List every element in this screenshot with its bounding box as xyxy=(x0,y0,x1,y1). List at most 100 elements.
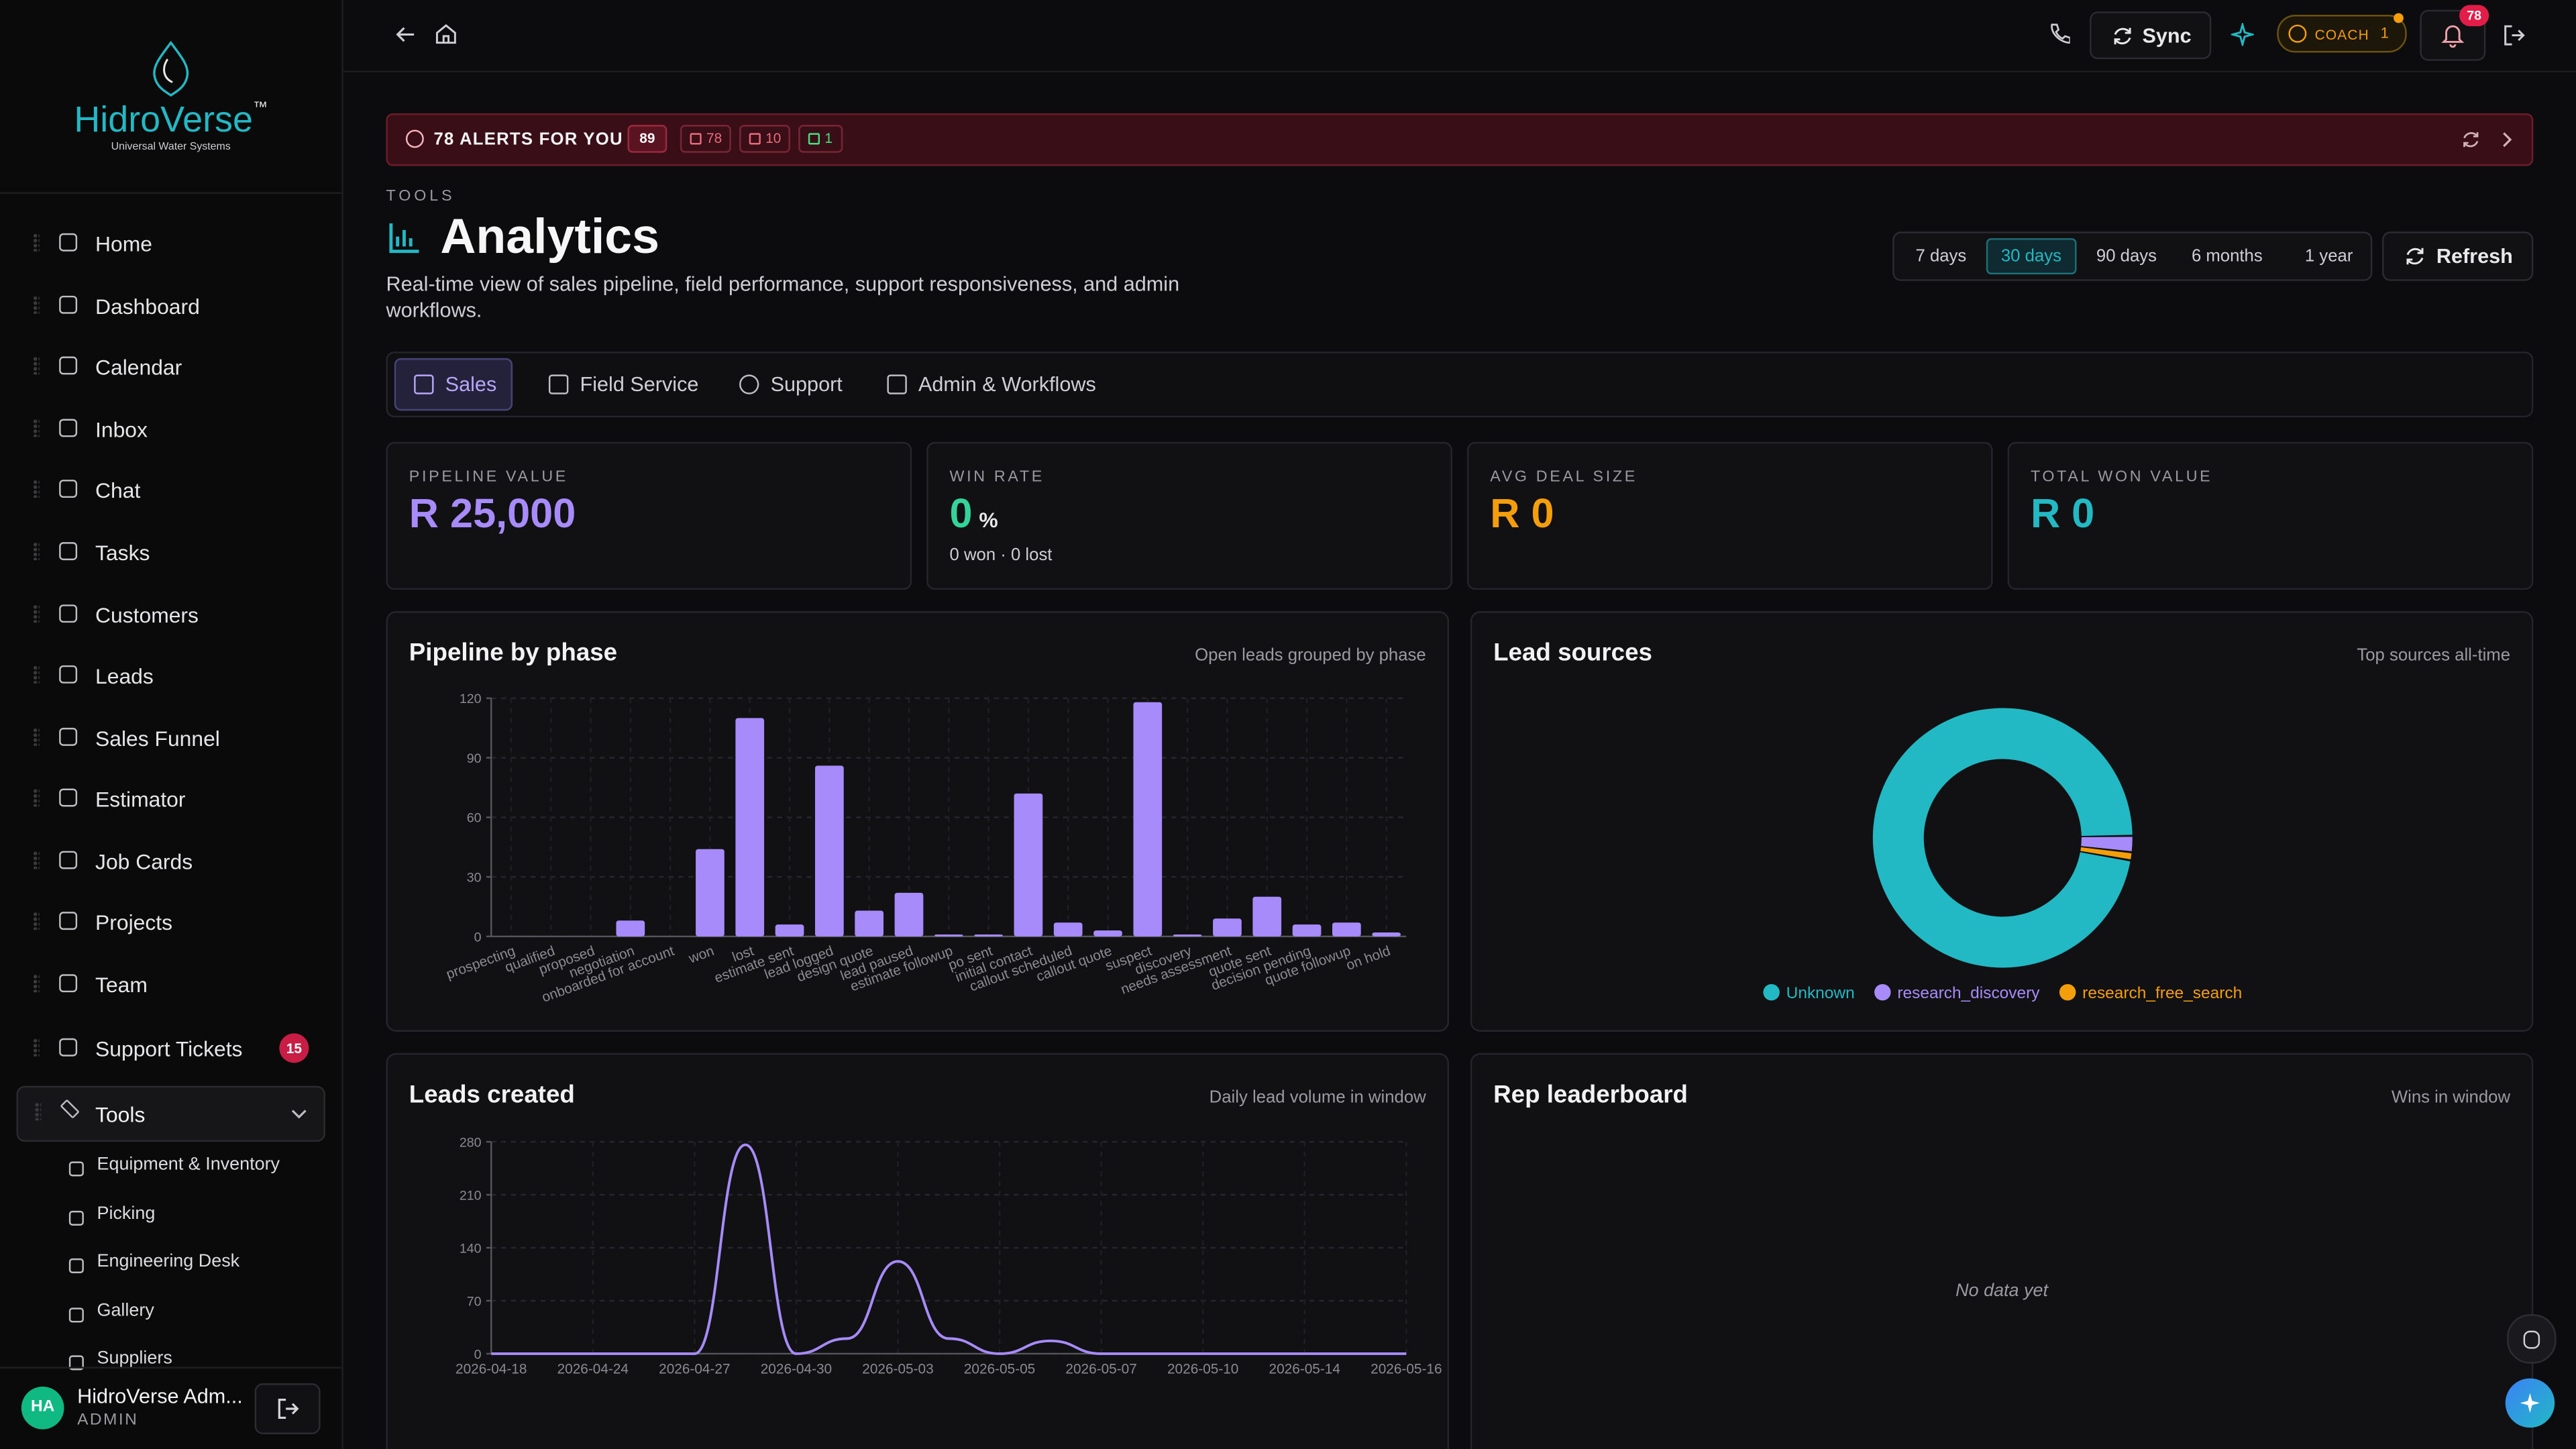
nav-item[interactable]: Leads xyxy=(0,651,341,700)
icon xyxy=(405,129,424,148)
slice xyxy=(2081,837,2133,851)
alert-chip[interactable]: 1 xyxy=(798,125,843,153)
icon xyxy=(2441,25,2465,48)
nav-item[interactable]: Estimator xyxy=(0,773,341,822)
tab-label: Sales xyxy=(445,372,497,396)
nav-item[interactable]: Projects xyxy=(0,897,341,946)
exit-button[interactable] xyxy=(2504,25,2525,46)
coach-pill[interactable]: COACH 1 xyxy=(2277,13,2407,53)
alert-bar[interactable]: 78 ALERTS FOR YOU 89 78 10 1 xyxy=(386,113,2534,166)
alert-chip[interactable]: 10 xyxy=(739,125,792,153)
divider xyxy=(0,192,342,194)
tab[interactable]: Admin & Workflows xyxy=(867,358,1112,411)
ai-button[interactable] xyxy=(2231,23,2255,46)
kpi-label: WIN RATE xyxy=(949,468,1044,486)
notifications-button[interactable] xyxy=(2420,9,2486,61)
kpi-value: R 0 xyxy=(2031,491,2094,539)
range-option[interactable]: 1 year xyxy=(2304,246,2353,266)
bar xyxy=(1173,934,1202,936)
drag-handle xyxy=(32,974,40,993)
bar xyxy=(775,924,804,936)
kpi-card: TOTAL WON VALUE R 0 xyxy=(2007,441,2534,590)
bar xyxy=(1372,932,1401,936)
panel-title: Pipeline by phase xyxy=(409,639,618,667)
pipeline-panel: Pipeline by phase Open leads grouped by … xyxy=(386,611,1450,1032)
drag-handle xyxy=(32,295,40,314)
title-icon xyxy=(389,223,419,254)
line-chart: 0 70 140 210 280 2026-04-18 2026-04-24 2026-04-… xyxy=(455,1135,1442,1377)
legend-swatch xyxy=(2059,983,2076,1001)
nav-item[interactable]: Sales Funnel xyxy=(0,713,341,762)
y-tick-label: 70 xyxy=(467,1294,482,1309)
alert-chip[interactable]: 78 xyxy=(680,125,732,153)
nav-item[interactable]: Dashboard xyxy=(0,281,341,330)
bar-chart: 0306090120prospectingqualifiedproposedne… xyxy=(444,692,1407,1006)
range-option[interactable]: 6 months xyxy=(2191,246,2263,266)
y-tick-label: 140 xyxy=(460,1241,482,1256)
y-tick-label: 30 xyxy=(467,870,482,885)
icon xyxy=(690,133,702,145)
nav-item[interactable]: Calendar xyxy=(0,341,341,390)
nav-item[interactable]: Chat xyxy=(0,465,341,514)
sub-nav-label[interactable]: Gallery xyxy=(97,1300,154,1320)
tabs: Sales Field Service Support Admin & Workflo… xyxy=(386,352,2534,418)
logout-button[interactable] xyxy=(254,1383,321,1434)
back-button[interactable] xyxy=(396,25,415,44)
avatar: HA xyxy=(21,1386,64,1430)
leads-panel: Leads created Daily lead volume in windo… xyxy=(386,1053,1450,1449)
kpi-label: AVG DEAL SIZE xyxy=(1490,468,1638,486)
sub-nav-label[interactable]: Engineering Desk xyxy=(97,1252,240,1272)
x-tick-label: 2026-04-18 xyxy=(455,1361,527,1377)
y-tick-label: 90 xyxy=(467,751,482,766)
tab[interactable]: Field Service xyxy=(529,358,715,411)
range-option[interactable]: 7 days xyxy=(1915,246,1967,266)
nav-item[interactable]: Job Cards xyxy=(0,837,341,885)
legend: Unknown research_discovery research_free_s… xyxy=(1763,984,2242,1002)
nav-item[interactable]: Support Tickets 15 xyxy=(0,1024,341,1073)
tab[interactable]: Sales xyxy=(394,358,513,411)
icon xyxy=(68,1161,84,1177)
kpi-label: PIPELINE VALUE xyxy=(409,468,569,486)
nav-item[interactable]: Inbox xyxy=(0,404,341,453)
nav-label: Sales Funnel xyxy=(95,726,220,751)
tab[interactable]: Support xyxy=(720,358,859,411)
drag-handle xyxy=(32,665,40,684)
y-tick-label: 0 xyxy=(474,1347,482,1362)
x-tick-label: on hold xyxy=(1344,943,1393,973)
nav-item[interactable]: Tasks xyxy=(0,527,341,576)
sub-nav-label[interactable]: Suppliers xyxy=(97,1348,172,1369)
kpi-number: R 0 xyxy=(2030,491,2095,537)
range-option[interactable]: 30 days xyxy=(1986,238,2076,274)
bar xyxy=(1014,793,1043,936)
sub-nav-label[interactable]: Equipment & Inventory xyxy=(97,1155,280,1175)
nav-item[interactable]: Customers xyxy=(0,590,341,639)
nav-item[interactable]: Home xyxy=(0,219,341,268)
nav-label: Inbox xyxy=(95,417,148,442)
reload-button[interactable] xyxy=(2461,129,2481,149)
x-tick-label: 2026-05-10 xyxy=(1167,1361,1238,1377)
sync-button[interactable]: Sync xyxy=(2090,11,2212,60)
icon xyxy=(59,542,78,561)
refresh-button[interactable]: Refresh xyxy=(2382,231,2534,281)
next-button[interactable] xyxy=(2500,131,2514,148)
icon xyxy=(59,788,78,807)
nav-label: Dashboard xyxy=(95,294,200,319)
phone-button[interactable] xyxy=(2049,23,2070,44)
legend-label: research_discovery xyxy=(1897,984,2040,1002)
range-option[interactable]: 90 days xyxy=(2096,246,2157,266)
x-tick-label: 2026-05-05 xyxy=(964,1361,1035,1377)
sub-nav-label[interactable]: Picking xyxy=(97,1203,156,1224)
drag-handle xyxy=(32,480,40,498)
icon xyxy=(887,374,907,394)
assistant-button[interactable] xyxy=(2505,1378,2555,1428)
tools-item[interactable]: Tools xyxy=(16,1085,325,1142)
bar xyxy=(934,934,963,936)
bar xyxy=(1292,924,1322,936)
nav-item[interactable]: Team xyxy=(0,959,341,1008)
home-button[interactable] xyxy=(435,23,457,44)
drag-handle xyxy=(32,788,40,807)
y-tick-label: 60 xyxy=(467,811,482,826)
debug-button[interactable] xyxy=(2507,1314,2557,1364)
bar xyxy=(894,892,924,936)
